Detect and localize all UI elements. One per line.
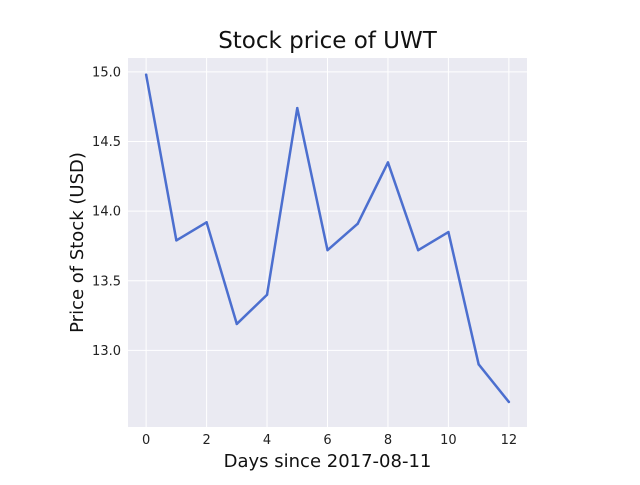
y-tick-label: 15.0 <box>92 65 121 80</box>
data-point <box>265 293 269 296</box>
y-tick-label: 14.5 <box>92 135 121 150</box>
data-point <box>144 73 148 76</box>
y-tick-label: 14.0 <box>92 205 121 220</box>
x-tick-label: 2 <box>202 433 210 448</box>
data-point <box>205 221 208 224</box>
x-tick-labels: 0 2 4 6 8 10 12 <box>142 433 517 448</box>
x-tick-label: 12 <box>501 433 518 448</box>
x-tick-label: 0 <box>142 433 150 448</box>
data-point <box>326 248 329 252</box>
data-point <box>477 363 480 366</box>
data-point <box>235 322 239 326</box>
y-tick-label: 13.5 <box>92 274 121 289</box>
y-tick-label: 13.0 <box>92 344 121 359</box>
data-point <box>356 222 359 225</box>
x-tick-label: 6 <box>323 433 331 448</box>
x-axis-label: Days since 2017-08-11 <box>224 451 432 472</box>
series-group <box>144 73 511 404</box>
y-tick-labels: 13.0 13.5 14.0 14.5 15.0 <box>92 65 121 358</box>
x-grid <box>145 58 510 427</box>
data-point <box>175 239 178 242</box>
data-point <box>416 248 420 252</box>
y-axis-label: Price of Stock (USD) <box>67 152 88 333</box>
data-point <box>447 230 450 234</box>
data-point <box>386 161 390 164</box>
x-tick-label: 8 <box>384 433 392 448</box>
x-tick-label: 4 <box>263 433 271 448</box>
x-tick-label: 10 <box>440 433 457 448</box>
data-point <box>507 400 511 404</box>
chart-title: Stock price of UWT <box>218 28 438 54</box>
data-point <box>296 106 299 110</box>
